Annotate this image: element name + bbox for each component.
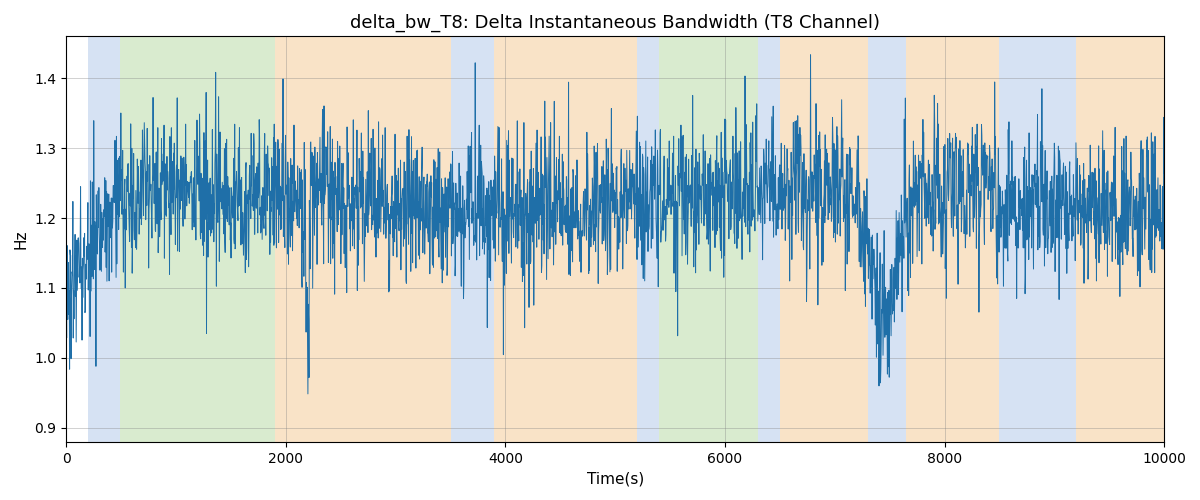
Bar <box>868 36 906 442</box>
Bar <box>637 36 659 442</box>
Bar <box>275 36 450 442</box>
Bar <box>780 36 868 442</box>
Bar <box>906 36 1000 442</box>
Bar <box>120 36 275 442</box>
Title: delta_bw_T8: Delta Instantaneous Bandwidth (T8 Channel): delta_bw_T8: Delta Instantaneous Bandwid… <box>350 14 881 32</box>
X-axis label: Time(s): Time(s) <box>587 471 644 486</box>
Bar <box>89 36 120 442</box>
Bar <box>494 36 637 442</box>
Bar <box>758 36 780 442</box>
Bar <box>1076 36 1164 442</box>
Bar <box>450 36 494 442</box>
Y-axis label: Hz: Hz <box>14 230 29 249</box>
Bar <box>659 36 758 442</box>
Bar <box>1000 36 1076 442</box>
